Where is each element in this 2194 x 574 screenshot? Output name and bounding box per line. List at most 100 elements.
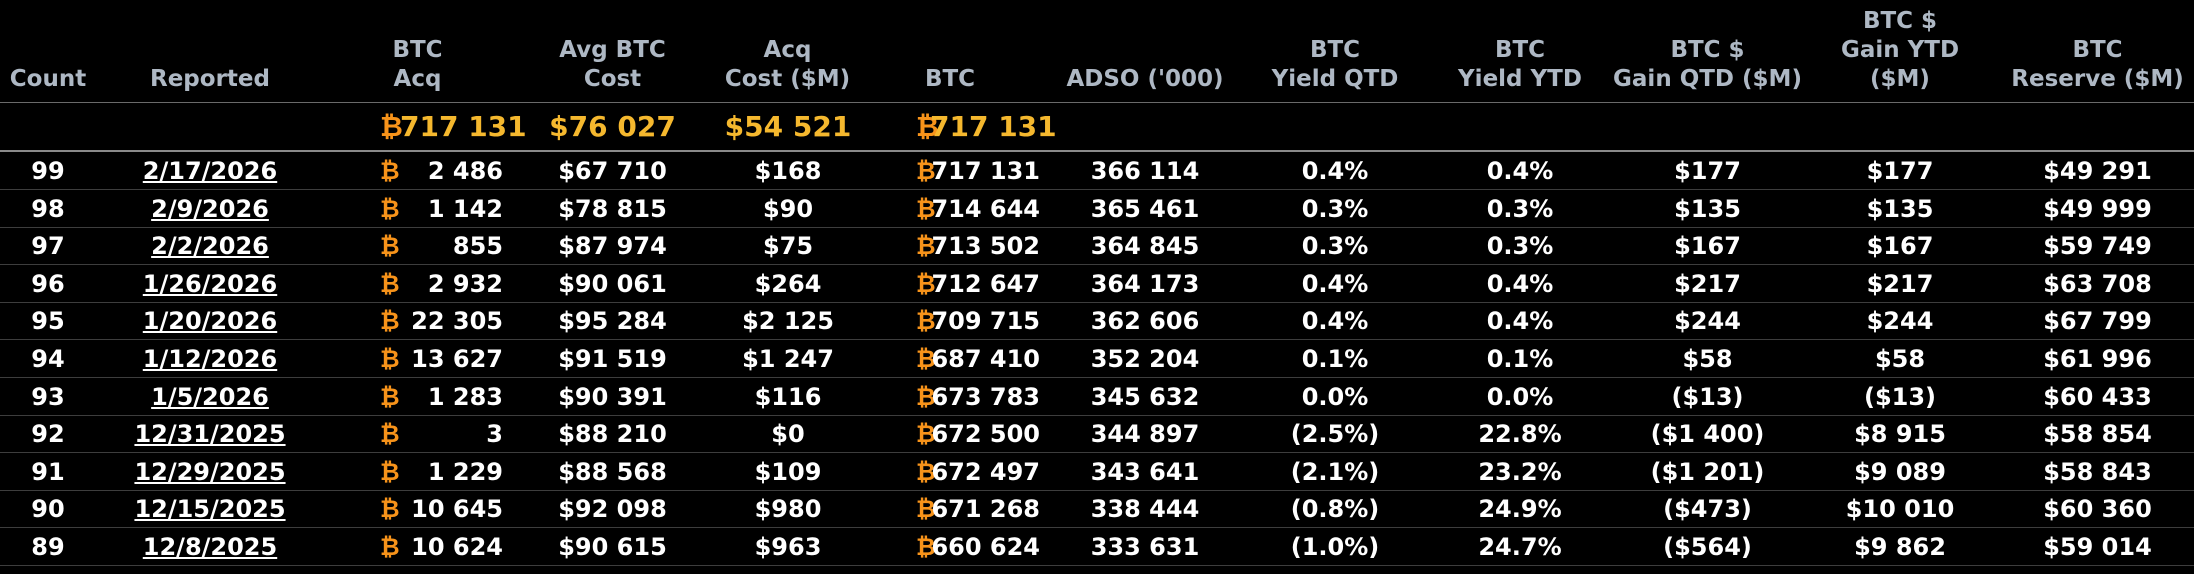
col-header-avg-btc-cost[interactable]: Avg BTC Cost [559,37,666,92]
bitcoin-icon: ₿ [380,457,400,486]
cell-yield-qtd: (0.8%) [1290,495,1380,524]
cell-acq-cost: $109 [754,457,822,486]
header-divider [0,102,2194,103]
cell-btc-holdings: 672 500 [931,420,1040,449]
cell-avg-btc-cost: $90 061 [558,269,667,298]
cell-avg-btc-cost: $90 615 [558,533,667,561]
cell-gain-ytd: $9 089 [1854,457,1946,486]
col-header-btc-acq[interactable]: BTC Acq [392,37,443,92]
cell-gain-ytd: $58 [1874,345,1926,373]
total-btc-acq: 717 131 [400,110,527,143]
cell-reported-date[interactable]: 12/31/2025 [134,420,286,449]
cell-count: 91 [31,457,65,486]
cell-reported-date[interactable]: 1/26/2026 [142,269,278,298]
col-header-gain-ytd[interactable]: BTC $ Gain YTD ($M) [1840,8,1960,92]
cell-reported-date[interactable]: 1/20/2026 [142,307,278,336]
cell-btc-holdings: 672 497 [931,457,1040,486]
cell-btc-holdings: 713 502 [931,232,1040,261]
cell-reserve: $60 360 [2043,495,2152,524]
cell-yield-qtd: 0.3% [1301,232,1369,261]
cell-acq-cost: $168 [754,157,822,185]
cell-adso: 362 606 [1090,307,1200,336]
table-row: 97 2/2/2026 ₿ 855 $87 974 $75 ₿ 713 502 364 845 0… [0,228,2194,266]
cell-btc-acq: 1 142 [427,194,503,223]
bitcoin-icon: ₿ [380,194,400,223]
table-row: 94 1/12/2026 ₿ 13 627 $91 519 $1 247 ₿ 687 410 3… [0,341,2194,378]
bitcoin-icon: ₿ [380,345,400,373]
cell-gain-qtd: ($473) [1663,495,1752,524]
cell-reserve: $58 854 [2043,420,2152,449]
col-header-gain-qtd[interactable]: BTC $ Gain QTD ($M) [1613,37,1802,92]
cell-gain-ytd: $177 [1866,157,1934,185]
bitcoin-icon: ₿ [916,533,936,561]
cell-reserve: $49 999 [2043,194,2152,223]
totals-divider [0,150,2194,152]
col-header-reported[interactable]: Reported [150,66,270,92]
cell-gain-qtd: $244 [1674,307,1741,336]
cell-avg-btc-cost: $90 391 [558,382,667,411]
bitcoin-icon: ₿ [380,420,400,449]
bitcoin-icon: ₿ [916,157,936,185]
col-header-yield-ytd[interactable]: BTC Yield YTD [1458,37,1582,92]
cell-btc-acq: 10 624 [411,533,503,561]
col-header-adso[interactable]: ADSO ('000) [1066,66,1224,92]
cell-yield-qtd: 0.0% [1301,382,1369,411]
bitcoin-icon: ₿ [380,307,400,336]
bitcoin-icon: ₿ [916,269,936,298]
table-row: 90 12/15/2025 ₿ 10 645 $92 098 $980 ₿ 671 268 33… [0,491,2194,529]
cell-btc-acq: 22 305 [411,307,503,336]
cell-reported-date[interactable]: 2/17/2026 [142,157,278,185]
cell-yield-ytd: 0.4% [1486,269,1554,298]
cell-count: 94 [31,345,65,373]
cell-count: 96 [31,269,65,298]
cell-reserve: $59 014 [2043,533,2152,561]
cell-reported-date[interactable]: 12/8/2025 [142,533,278,561]
col-header-reserve[interactable]: BTC Reserve ($M) [2011,37,2184,92]
cell-gain-qtd: $217 [1674,269,1741,298]
cell-reserve: $49 291 [2043,157,2152,185]
cell-yield-qtd: (2.1%) [1290,457,1380,486]
bitcoin-icon: ₿ [380,495,400,524]
cell-yield-qtd: 0.4% [1301,157,1369,185]
cell-reserve: $58 843 [2043,457,2152,486]
totals-row: ₿ 717 131 $76 027 $54 521 ₿ 717 131 [0,104,2194,150]
cell-reported-date[interactable]: 1/12/2026 [142,345,278,373]
cell-acq-cost: $1 247 [742,345,834,373]
table-row: 98 2/9/2026 ₿ 1 142 $78 815 $90 ₿ 714 644 365 46… [0,191,2194,228]
cell-gain-qtd: $167 [1674,232,1741,261]
cell-reported-date[interactable]: 12/15/2025 [134,495,286,524]
cell-reported-date[interactable]: 2/9/2026 [151,194,269,223]
bitcoin-icon: ₿ [916,232,936,261]
bitcoin-icon: ₿ [380,232,400,261]
cell-avg-btc-cost: $91 519 [558,345,667,373]
cell-gain-ytd: $10 010 [1845,495,1955,524]
col-header-acq-cost[interactable]: Acq Cost ($M) [724,37,851,92]
bitcoin-icon: ₿ [380,533,400,561]
cell-reported-date[interactable]: 12/29/2025 [134,457,286,486]
cell-reported-date[interactable]: 1/5/2026 [151,382,269,411]
cell-count: 97 [31,232,65,261]
cell-yield-ytd: 24.7% [1478,533,1562,561]
cell-btc-holdings: 687 410 [931,345,1040,373]
cell-avg-btc-cost: $92 098 [558,495,667,524]
cell-yield-ytd: 0.3% [1486,194,1554,223]
cell-adso: 364 845 [1090,232,1200,261]
cell-acq-cost: $2 125 [742,307,834,336]
bitcoin-icon: ₿ [916,420,936,449]
cell-yield-qtd: (2.5%) [1290,420,1380,449]
cell-count: 95 [31,307,65,336]
bitcoin-icon: ₿ [380,110,403,143]
cell-yield-qtd: (1.0%) [1290,533,1380,561]
table-row: 93 1/5/2026 ₿ 1 283 $90 391 $116 ₿ 673 783 345 6… [0,379,2194,416]
col-header-btc[interactable]: BTC [924,66,976,92]
bitcoin-icon: ₿ [916,110,939,143]
col-header-count[interactable]: Count [9,66,87,92]
table-row: 89 12/8/2025 ₿ 10 624 $90 615 $963 ₿ 660 624 333… [0,529,2194,566]
cell-btc-holdings: 673 783 [931,382,1040,411]
cell-adso: 352 204 [1090,345,1200,373]
bitcoin-icon: ₿ [916,382,936,411]
cell-yield-qtd: 0.4% [1301,307,1369,336]
col-header-yield-qtd[interactable]: BTC Yield QTD [1271,37,1399,92]
cell-reported-date[interactable]: 2/2/2026 [151,232,269,261]
